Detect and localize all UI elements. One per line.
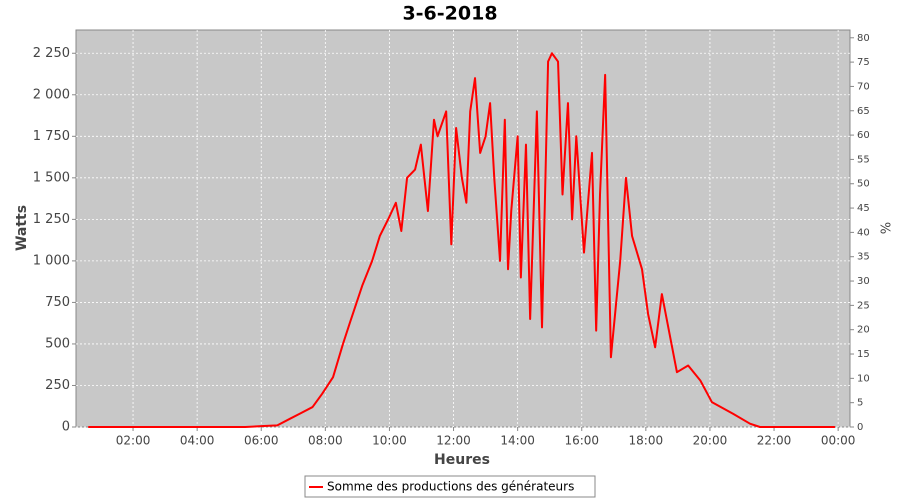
x-tick-label: 02:00 (116, 434, 151, 448)
x-axis-label: Heures (434, 452, 490, 468)
x-tick-label: 06:00 (244, 434, 279, 448)
y-tick-label: 1 500 (33, 170, 70, 185)
y-tick-label: 2 000 (33, 87, 70, 102)
y2-tick-label: 80 (857, 33, 870, 44)
y2-tick-label: 35 (857, 252, 870, 263)
x-tick-label: 18:00 (629, 434, 664, 448)
chart-title: 3-6-2018 (402, 3, 497, 25)
y-tick-label: 1 750 (33, 129, 70, 144)
y-tick-label: 1 250 (33, 212, 70, 227)
y2-axis-label: % (877, 222, 892, 234)
y2-tick-label: 0 (857, 422, 863, 433)
y-tick-label: 2 250 (33, 46, 70, 61)
x-tick-label: 16:00 (564, 434, 599, 448)
legend (304, 475, 596, 498)
y2-tick-label: 30 (857, 276, 870, 287)
y2-tick-label: 5 (857, 398, 863, 409)
plot-area (75, 29, 851, 428)
x-tick-label: 20:00 (693, 434, 728, 448)
x-tick-label: 00:00 (821, 434, 856, 448)
y-tick-label: 1 000 (33, 253, 70, 268)
data-line (88, 52, 835, 428)
y2-tick-label: 70 (857, 81, 870, 92)
y2-tick-label: 50 (857, 179, 870, 190)
x-tick-label: 08:00 (308, 434, 343, 448)
y2-tick-label: 60 (857, 130, 870, 141)
x-tick-label: 10:00 (372, 434, 407, 448)
y2-tick-label: 65 (857, 106, 870, 117)
y-axis-label: Watts (14, 205, 30, 251)
y2-tick-label: 45 (857, 203, 870, 214)
legend-label: Somme des productions des générateurs (327, 480, 574, 494)
y-tick-label: 250 (45, 378, 70, 393)
y2-tick-label: 75 (857, 57, 870, 68)
y-tick-label: 500 (45, 336, 70, 351)
x-tick-label: 12:00 (436, 434, 471, 448)
y2-tick-label: 20 (857, 325, 870, 336)
y2-tick-label: 25 (857, 300, 870, 311)
y2-tick-label: 10 (857, 373, 870, 384)
x-tick-label: 22:00 (757, 434, 792, 448)
y-tick-label: 750 (45, 295, 70, 310)
y-tick-label: 0 (62, 420, 70, 435)
y2-tick-label: 15 (857, 349, 870, 360)
y2-tick-label: 55 (857, 154, 870, 165)
y2-tick-label: 40 (857, 227, 870, 238)
x-tick-label: 04:00 (180, 434, 215, 448)
x-tick-label: 14:00 (500, 434, 535, 448)
